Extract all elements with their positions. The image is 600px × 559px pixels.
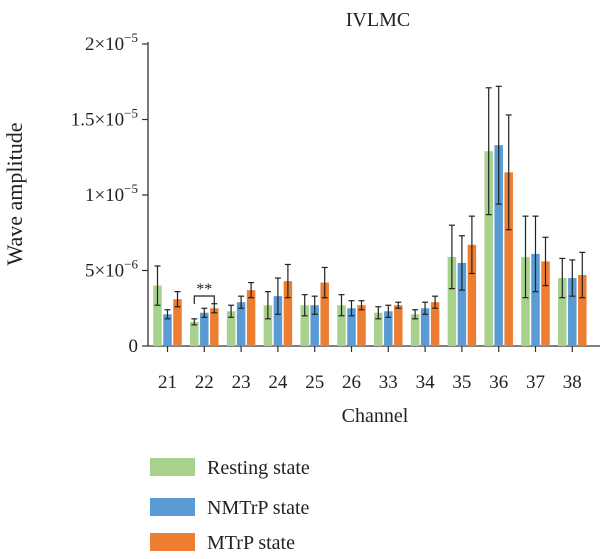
bar <box>173 299 182 346</box>
bar <box>531 253 540 346</box>
x-tick-label: 36 <box>489 372 508 393</box>
x-tick-label: 38 <box>563 372 582 393</box>
bar <box>320 282 329 346</box>
chart-title: IVLMC <box>346 9 410 31</box>
bar <box>236 302 246 346</box>
bar <box>263 305 273 346</box>
bar <box>578 275 587 346</box>
bar <box>273 296 283 346</box>
legend-label: Resting state <box>207 457 310 479</box>
bars <box>153 85 587 346</box>
x-tick-label: 21 <box>158 372 177 393</box>
bar <box>300 305 309 346</box>
bar <box>410 314 420 346</box>
bar <box>163 314 172 346</box>
legend-swatch <box>150 458 195 476</box>
bar <box>190 321 199 346</box>
x-tick-label: 23 <box>232 372 251 393</box>
legend-swatch <box>150 498 195 516</box>
bar <box>467 244 477 346</box>
y-tick-label: 2×10−5 <box>85 30 138 55</box>
bar <box>347 308 356 346</box>
bar <box>430 302 440 346</box>
bar <box>494 145 503 346</box>
x-tick-label: 34 <box>416 372 436 393</box>
y-tick-label: 5×10−6 <box>85 257 139 282</box>
bar <box>420 308 430 346</box>
bar <box>457 262 467 346</box>
bar <box>226 311 236 346</box>
legend-label: MTrP state <box>207 532 295 554</box>
bar <box>357 305 366 346</box>
bar <box>447 256 457 346</box>
bar <box>374 312 383 346</box>
y-axis-label: Wave amplitude <box>2 122 27 265</box>
significance-bracket <box>193 295 215 304</box>
x-tick-label: 24 <box>268 372 288 393</box>
bar <box>568 278 577 346</box>
y-tick-label: 1×10−5 <box>85 181 138 206</box>
annotations: ** <box>193 281 215 304</box>
bar <box>210 308 219 346</box>
bar <box>484 151 493 346</box>
x-tick-label: 22 <box>195 372 214 393</box>
x-tick-label: 33 <box>379 372 398 393</box>
bar <box>246 290 256 346</box>
bar <box>394 305 403 346</box>
significance-label: ** <box>196 281 212 298</box>
y-tick-label: 1.5×10−5 <box>71 106 138 131</box>
y-tick-label: 0 <box>129 336 139 357</box>
bar <box>384 311 393 346</box>
bar <box>200 312 209 346</box>
legend: Resting state NMTrP state MTrP state <box>150 457 310 554</box>
x-tick-label: 25 <box>305 372 324 393</box>
x-axis-label: Channel <box>342 405 409 427</box>
legend-swatch <box>150 533 195 551</box>
bar <box>504 172 513 346</box>
x-tick-label: 35 <box>452 372 471 393</box>
bar <box>558 278 567 346</box>
legend-label: NMTrP state <box>207 497 310 519</box>
bar <box>337 305 346 346</box>
bar <box>521 256 530 346</box>
x-tick-label: 26 <box>342 372 361 393</box>
bar <box>153 285 162 346</box>
bar <box>283 281 293 346</box>
x-tick-label: 37 <box>526 372 545 393</box>
bar <box>310 305 319 346</box>
y-ticks: 0 5×10−6 1×10−5 1.5×10−5 2×10−5 <box>71 30 148 357</box>
x-ticks: 21 22 23 24 25 26 33 34 35 36 37 38 <box>158 346 582 393</box>
bar <box>541 261 550 346</box>
